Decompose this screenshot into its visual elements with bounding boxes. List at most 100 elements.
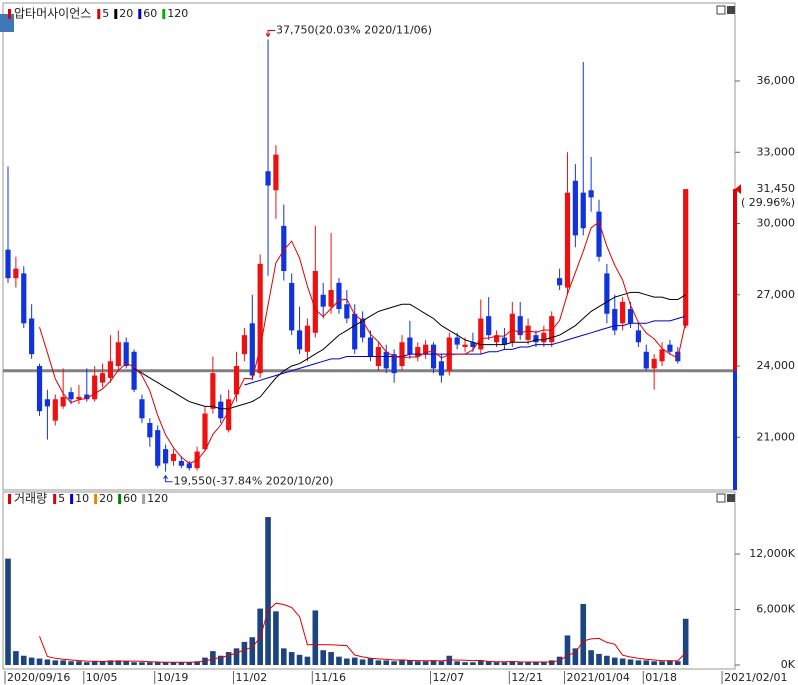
x-tick-label: 2020/09/16 — [7, 671, 70, 684]
legend-label: 60 — [123, 492, 137, 505]
candle-body — [415, 347, 421, 357]
candle-body — [155, 430, 161, 466]
candle-body — [667, 344, 673, 352]
candle-body — [525, 325, 531, 340]
x-tick-label: 01/18 — [645, 671, 677, 684]
volume-bar — [517, 662, 523, 665]
volume-bar — [265, 517, 271, 665]
candle-body — [643, 351, 649, 369]
volume-bar — [36, 658, 43, 665]
volume-bar — [320, 650, 326, 665]
volume-pane — [2, 491, 736, 670]
candle-body — [580, 192, 586, 229]
volume-bar — [131, 662, 137, 665]
high-annotation: 37,750(20.03% 2020/11/06) — [276, 23, 432, 36]
candle-body — [163, 449, 169, 464]
side-tab[interactable] — [0, 14, 14, 32]
legend-label: 5 — [102, 7, 109, 20]
window-button[interactable] — [716, 5, 726, 15]
volume-bar — [611, 657, 618, 665]
volume-bar — [667, 660, 673, 665]
candle-body — [588, 190, 594, 198]
candle-body — [352, 313, 358, 350]
candle-body — [5, 249, 11, 279]
candle-body — [517, 316, 523, 336]
volume-bar — [154, 662, 161, 665]
volume-bar — [194, 661, 200, 665]
volume-bar — [422, 661, 429, 665]
volume-bar — [430, 660, 437, 665]
candle-body — [627, 309, 634, 324]
volume-bar — [643, 660, 650, 665]
window-button[interactable] — [727, 6, 735, 14]
volume-bar — [115, 660, 122, 665]
last-price-label: 31,450 — [757, 182, 796, 195]
candle-body — [383, 351, 389, 369]
volume-bar — [588, 650, 594, 665]
x-tick-label: 12/07 — [433, 671, 465, 684]
candle-body — [635, 330, 641, 343]
candle-body — [52, 399, 58, 421]
volume-bar — [383, 660, 390, 665]
volume-bar — [296, 654, 303, 665]
candle-body — [76, 396, 82, 400]
volume-bar — [304, 656, 311, 665]
annotation-arrow — [265, 29, 276, 38]
volume-bar — [233, 648, 240, 665]
ma5-line — [39, 602, 687, 663]
legend-label: 20 — [99, 492, 113, 505]
volume-bar — [5, 558, 11, 665]
volume-bar — [675, 661, 681, 665]
volume-bar — [312, 610, 319, 665]
volume-bar — [344, 658, 350, 665]
candle-body — [99, 373, 106, 383]
volume-bar — [541, 662, 547, 665]
volume-bar — [210, 651, 216, 665]
volume-bar — [682, 618, 689, 665]
legend-swatch — [97, 9, 101, 19]
candle-body — [486, 316, 492, 336]
volume-bar — [336, 656, 342, 665]
candle-body — [572, 180, 578, 236]
x-tick-label: 11/02 — [236, 671, 268, 684]
candle-body — [202, 413, 208, 450]
volume-bar — [548, 660, 555, 665]
volume-bar — [533, 662, 539, 665]
volume-bar — [407, 660, 413, 665]
candle-body — [289, 282, 295, 331]
volume-bar — [170, 662, 177, 665]
candle-body — [36, 366, 43, 412]
y-tick-label: 21,000 — [757, 430, 796, 443]
y-tick-label: 0K — [781, 658, 796, 671]
candle-body — [265, 171, 271, 186]
volume-bar — [225, 652, 232, 665]
candle-body — [312, 271, 318, 333]
candle-body — [131, 351, 137, 390]
legend-marker — [8, 9, 11, 19]
volume-bar — [91, 661, 98, 665]
legend-label: 120 — [147, 492, 168, 505]
window-button[interactable] — [727, 494, 735, 502]
window-button[interactable] — [716, 493, 726, 503]
legend-swatch — [138, 9, 142, 19]
annotation-arrow — [163, 474, 173, 483]
candle-body — [533, 335, 539, 343]
legend-label: 20 — [119, 7, 133, 20]
volume-bar — [501, 662, 508, 665]
volume-bar — [367, 658, 374, 665]
candle-body — [226, 399, 232, 431]
candle-body — [241, 335, 247, 355]
candle-body — [501, 337, 508, 345]
volume-bar — [525, 662, 531, 665]
candle-body — [564, 192, 571, 288]
y-tick-label: 30,000 — [757, 217, 796, 230]
candle-body — [60, 396, 66, 407]
legend-swatch — [162, 9, 166, 19]
volume-bar — [627, 659, 634, 665]
volume-bar — [84, 662, 90, 665]
volume-bar — [123, 661, 129, 665]
candle-body — [683, 189, 689, 326]
candle-body — [186, 463, 192, 469]
